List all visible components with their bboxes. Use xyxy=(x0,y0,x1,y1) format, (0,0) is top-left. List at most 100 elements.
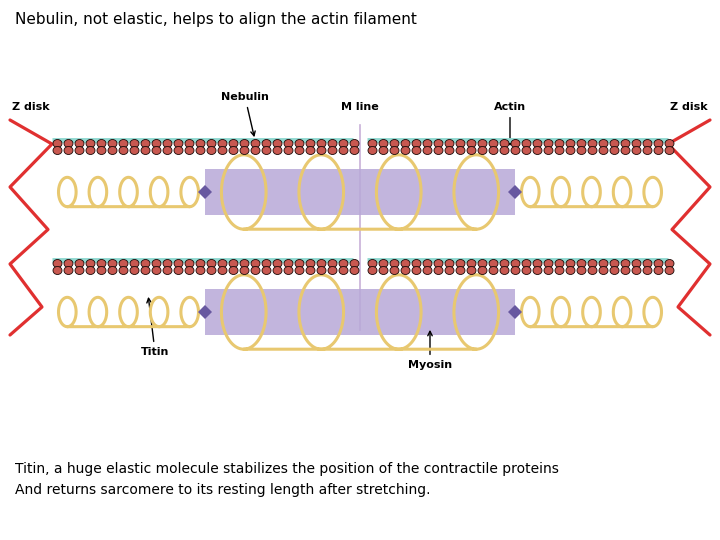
Ellipse shape xyxy=(174,139,183,147)
Ellipse shape xyxy=(665,267,674,274)
Ellipse shape xyxy=(163,146,172,154)
Ellipse shape xyxy=(566,267,575,274)
Ellipse shape xyxy=(489,146,498,154)
Ellipse shape xyxy=(306,267,315,274)
Ellipse shape xyxy=(273,260,282,267)
Ellipse shape xyxy=(390,260,399,267)
Ellipse shape xyxy=(379,146,388,154)
Ellipse shape xyxy=(544,146,553,154)
Ellipse shape xyxy=(229,260,238,267)
Ellipse shape xyxy=(500,260,509,267)
Ellipse shape xyxy=(445,267,454,274)
Ellipse shape xyxy=(86,139,95,147)
Ellipse shape xyxy=(522,267,531,274)
Ellipse shape xyxy=(522,139,531,147)
Ellipse shape xyxy=(152,267,161,274)
Ellipse shape xyxy=(262,267,271,274)
Ellipse shape xyxy=(64,139,73,147)
Ellipse shape xyxy=(588,139,597,147)
Ellipse shape xyxy=(412,146,421,154)
Polygon shape xyxy=(198,305,212,319)
Ellipse shape xyxy=(130,260,139,267)
Ellipse shape xyxy=(53,260,62,267)
Ellipse shape xyxy=(240,139,249,147)
Ellipse shape xyxy=(174,146,183,154)
Ellipse shape xyxy=(456,139,465,147)
Ellipse shape xyxy=(97,260,106,267)
Ellipse shape xyxy=(368,260,377,267)
Ellipse shape xyxy=(86,267,95,274)
Ellipse shape xyxy=(207,146,216,154)
Ellipse shape xyxy=(152,139,161,147)
Ellipse shape xyxy=(401,267,410,274)
Ellipse shape xyxy=(434,260,443,267)
Ellipse shape xyxy=(141,146,150,154)
Ellipse shape xyxy=(665,260,674,267)
Ellipse shape xyxy=(328,260,337,267)
Ellipse shape xyxy=(588,267,597,274)
Ellipse shape xyxy=(130,267,139,274)
Ellipse shape xyxy=(350,267,359,274)
Ellipse shape xyxy=(599,260,608,267)
Ellipse shape xyxy=(390,139,399,147)
Ellipse shape xyxy=(665,139,674,147)
Ellipse shape xyxy=(306,146,315,154)
Ellipse shape xyxy=(654,260,663,267)
Ellipse shape xyxy=(577,267,586,274)
Ellipse shape xyxy=(489,267,498,274)
Ellipse shape xyxy=(317,139,326,147)
Text: Titin, a huge elastic molecule stabilizes the position of the contractile protei: Titin, a huge elastic molecule stabilize… xyxy=(15,462,559,497)
Ellipse shape xyxy=(196,139,205,147)
Ellipse shape xyxy=(500,139,509,147)
Ellipse shape xyxy=(423,267,432,274)
Ellipse shape xyxy=(97,267,106,274)
Ellipse shape xyxy=(533,139,542,147)
Ellipse shape xyxy=(185,260,194,267)
Polygon shape xyxy=(198,185,212,199)
Ellipse shape xyxy=(555,267,564,274)
Ellipse shape xyxy=(555,260,564,267)
Text: Z disk: Z disk xyxy=(670,102,708,112)
Ellipse shape xyxy=(97,139,106,147)
Ellipse shape xyxy=(511,260,520,267)
Polygon shape xyxy=(508,305,522,319)
Ellipse shape xyxy=(478,139,487,147)
Ellipse shape xyxy=(273,267,282,274)
Ellipse shape xyxy=(500,267,509,274)
Ellipse shape xyxy=(284,139,293,147)
Bar xyxy=(205,289,515,335)
Ellipse shape xyxy=(350,139,359,147)
Ellipse shape xyxy=(368,146,377,154)
Ellipse shape xyxy=(412,260,421,267)
Ellipse shape xyxy=(390,267,399,274)
Ellipse shape xyxy=(478,267,487,274)
Ellipse shape xyxy=(306,260,315,267)
Ellipse shape xyxy=(152,146,161,154)
Bar xyxy=(205,169,515,215)
Ellipse shape xyxy=(174,267,183,274)
Ellipse shape xyxy=(339,139,348,147)
Ellipse shape xyxy=(295,146,304,154)
Ellipse shape xyxy=(185,146,194,154)
Ellipse shape xyxy=(467,146,476,154)
Ellipse shape xyxy=(75,139,84,147)
Ellipse shape xyxy=(229,146,238,154)
Ellipse shape xyxy=(577,139,586,147)
Ellipse shape xyxy=(401,146,410,154)
Ellipse shape xyxy=(207,267,216,274)
Ellipse shape xyxy=(423,139,432,147)
Ellipse shape xyxy=(412,267,421,274)
Ellipse shape xyxy=(533,267,542,274)
Ellipse shape xyxy=(379,267,388,274)
Ellipse shape xyxy=(368,267,377,274)
Ellipse shape xyxy=(445,139,454,147)
Ellipse shape xyxy=(654,139,663,147)
Ellipse shape xyxy=(533,146,542,154)
Ellipse shape xyxy=(130,146,139,154)
Ellipse shape xyxy=(251,146,260,154)
Ellipse shape xyxy=(643,267,652,274)
Ellipse shape xyxy=(577,260,586,267)
Ellipse shape xyxy=(295,139,304,147)
Ellipse shape xyxy=(295,267,304,274)
Text: M line: M line xyxy=(341,102,379,112)
